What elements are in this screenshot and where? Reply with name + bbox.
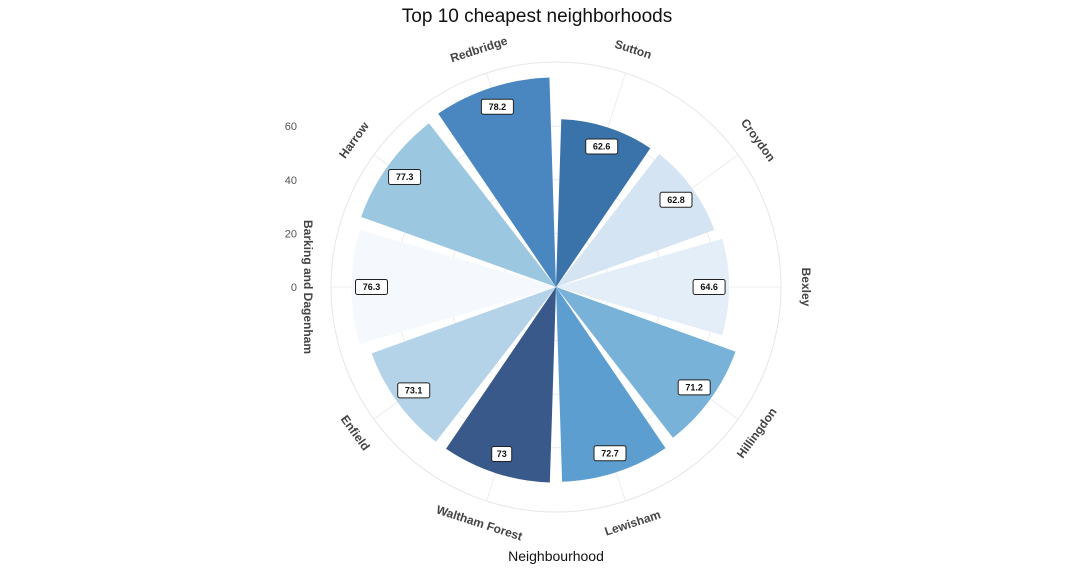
value-label: 78.2 [480, 98, 514, 115]
bar-croydon [556, 154, 715, 287]
value-label: 64.6 [692, 279, 726, 295]
value-label: 73.1 [397, 382, 431, 399]
category-label: Waltham Forest [435, 503, 525, 544]
bar-layer [351, 77, 736, 483]
category-label: Barking and Dagenham [301, 220, 315, 354]
value-label: 73 [491, 446, 513, 462]
y-tick-label: 20 [285, 228, 297, 240]
svg-text:62.6: 62.6 [593, 142, 611, 152]
value-label-layer: 62.6 62.8 64.6 71.2 72.7 73 73.1 76.3 77.3 78.2 [355, 98, 726, 462]
value-label: 62.6 [585, 138, 619, 155]
bar-sutton [556, 119, 651, 287]
value-label: 71.2 [677, 379, 711, 396]
svg-text:71.2: 71.2 [685, 383, 703, 393]
bar-enfield [371, 287, 556, 442]
value-label: 72.7 [593, 445, 627, 462]
svg-text:78.2: 78.2 [489, 102, 507, 112]
chart-title: Top 10 cheapest neighborhoods [401, 6, 673, 27]
value-label: 77.3 [388, 169, 422, 185]
category-label: Enfield [338, 413, 373, 454]
svg-text:62.8: 62.8 [667, 195, 685, 205]
category-label: Redbridge [448, 33, 509, 65]
category-label: Croydon [738, 116, 778, 164]
tick-layer: 0 20 40 60 [285, 121, 297, 294]
bar-lewisham [556, 287, 666, 482]
bar-waltham-forest [446, 287, 556, 483]
y-tick-label: 40 [285, 175, 297, 187]
svg-text:73: 73 [497, 449, 507, 459]
value-label: 62.8 [659, 191, 693, 208]
y-tick-label: 60 [285, 121, 297, 133]
bar-harrow [361, 123, 556, 287]
category-label: Hillingdon [734, 405, 780, 461]
value-label: 76.3 [355, 279, 388, 295]
bar-bexley [556, 238, 730, 336]
svg-text:72.7: 72.7 [601, 449, 619, 459]
category-label: Sutton [613, 37, 653, 62]
bar-barking-and-dagenham [351, 229, 556, 345]
svg-text:77.3: 77.3 [396, 172, 414, 182]
x-axis-title: Neighbourhood [508, 548, 604, 564]
category-label: Harrow [336, 119, 372, 161]
category-label: Bexley [799, 268, 813, 307]
svg-text:64.6: 64.6 [700, 282, 718, 292]
svg-text:73.1: 73.1 [405, 386, 423, 396]
svg-text:76.3: 76.3 [363, 282, 381, 292]
bar-hillingdon [556, 287, 736, 438]
bar-redbridge [438, 77, 556, 287]
y-tick-label: 0 [291, 282, 297, 294]
category-label: Lewisham [603, 507, 663, 538]
